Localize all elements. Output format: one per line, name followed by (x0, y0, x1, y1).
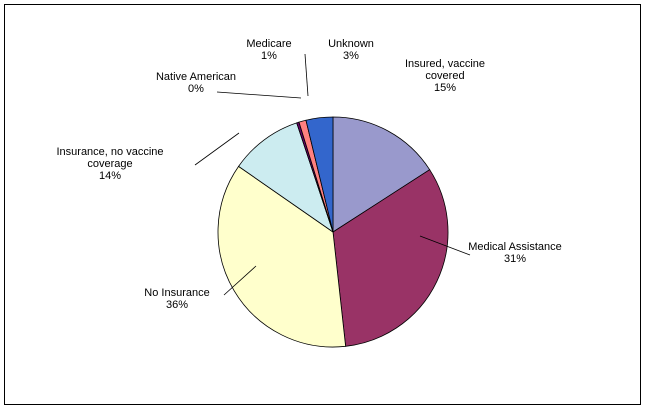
pie-slice-medical-assistance (332, 169, 449, 347)
pie-slice-no-insurance (217, 165, 347, 348)
slice-label-native-american: Native American 0% (156, 71, 236, 95)
leader-line-medical-assistance (419, 235, 471, 256)
slice-label-medical-assistance: Medical Assistance 31% (468, 241, 562, 265)
leader-line-medicare (304, 53, 309, 97)
slice-label-no-insurance: No Insurance 36% (144, 287, 209, 311)
pie-slice-unknown (305, 116, 334, 233)
leader-line-insurance-no-vaccine-coverage (194, 132, 240, 166)
slice-label-unknown: Unknown 3% (328, 38, 374, 62)
slice-label-medicare: Medicare 1% (246, 38, 291, 62)
leader-line-native-american (216, 91, 302, 99)
slice-label-insurance-no-vaccine-coverage: Insurance, no vaccine coverage 14% (56, 146, 163, 182)
leader-line-no-insurance (223, 265, 257, 296)
slice-label-insured-vaccine-covered: Insured, vaccine covered 15% (405, 58, 485, 94)
pie-slice-insured-vaccine-covered (332, 116, 431, 233)
pie-slice-insurance-no-vaccine-coverage (238, 122, 334, 234)
